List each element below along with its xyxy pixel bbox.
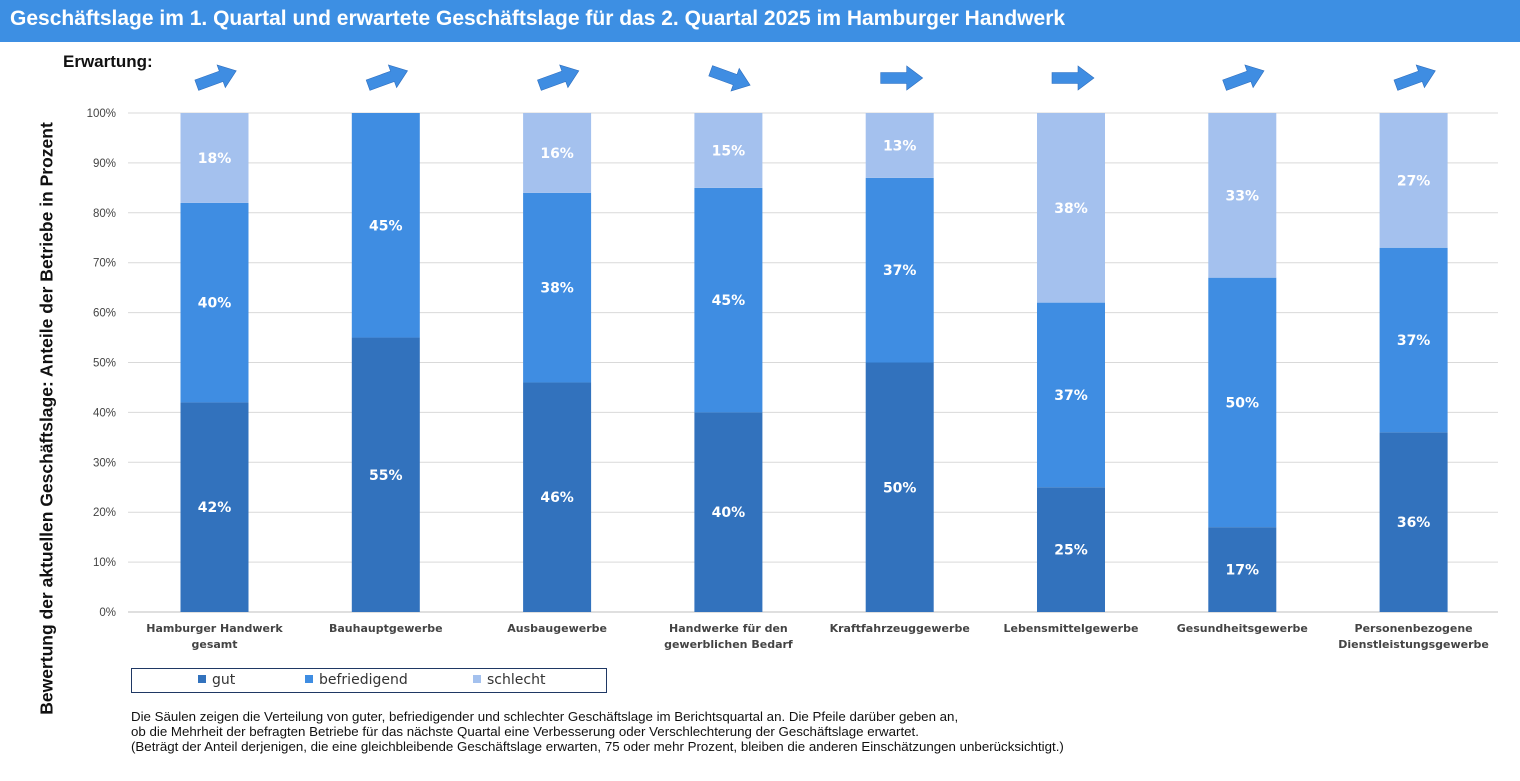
data-label: 55% <box>369 468 403 484</box>
bar-segment-schlecht <box>694 113 763 188</box>
footnote-line: (Beträgt der Anteil derjenigen, die eine… <box>131 739 1064 754</box>
y-tick-label: 30% <box>93 457 116 469</box>
expectation-arrow-flat-icon <box>880 65 924 91</box>
data-label: 40% <box>198 296 232 312</box>
x-tick-label: Bauhauptgewerbe <box>329 622 443 635</box>
data-label: 16% <box>540 146 574 162</box>
bar-segment-befriedigend <box>1208 277 1277 528</box>
bar-segment-befriedigend <box>523 192 592 383</box>
x-tick-label: Gesundheitsgewerbe <box>1177 622 1308 635</box>
bar-segment-schlecht <box>865 113 934 178</box>
x-tick-label: Handwerke für den <box>669 622 788 635</box>
bar-segment-befriedigend <box>351 113 420 338</box>
data-label: 25% <box>1054 543 1088 559</box>
data-label: 40% <box>712 505 746 521</box>
x-tick-label: gesamt <box>191 638 237 651</box>
footnote: Die Säulen zeigen die Verteilung von gut… <box>131 709 1064 754</box>
data-label: 37% <box>1054 388 1088 404</box>
legend-swatch-schlecht <box>473 675 481 683</box>
data-label: 27% <box>1397 173 1431 189</box>
bar-segment-gut <box>351 337 420 612</box>
data-label: 37% <box>1397 333 1431 349</box>
bar-segment-gut <box>523 382 592 612</box>
bar-segment-befriedigend <box>694 187 763 413</box>
data-label: 50% <box>1226 395 1260 411</box>
y-tick-label: 10% <box>93 557 116 569</box>
legend-item-gut: gut <box>198 672 235 688</box>
y-tick-label: 90% <box>93 158 116 170</box>
expectation-arrow-up-icon <box>365 64 409 91</box>
x-tick-label: Ausbaugewerbe <box>507 622 607 635</box>
bar-segment-schlecht <box>180 113 249 203</box>
bar-segment-schlecht <box>1037 113 1105 303</box>
bar-segment-gut <box>694 412 763 612</box>
bar-segment-schlecht <box>1379 113 1448 248</box>
bar-segment-gut <box>1379 432 1448 612</box>
data-label: 50% <box>883 480 917 496</box>
expectation-label: Erwartung: <box>63 52 153 71</box>
legend-swatch-gut <box>198 675 206 683</box>
y-tick-label: 20% <box>93 507 116 519</box>
legend-item-schlecht: schlecht <box>473 672 545 688</box>
data-label: 18% <box>198 151 232 167</box>
data-label: 17% <box>1226 563 1260 579</box>
legend-label-schlecht: schlecht <box>487 672 546 688</box>
data-label: 38% <box>540 281 574 297</box>
chart-title: Geschäftslage im 1. Quartal und erwartet… <box>10 7 1066 30</box>
bar-segment-befriedigend <box>865 177 934 363</box>
x-tick-label: Kraftfahrzeuggewerbe <box>830 622 970 635</box>
y-tick-label: 0% <box>99 607 116 619</box>
data-label: 13% <box>883 138 917 154</box>
data-label: 37% <box>883 263 917 279</box>
y-tick-label: 50% <box>93 358 116 370</box>
expectation-arrow-up-icon <box>1393 64 1436 91</box>
x-tick-label: Hamburger Handwerk <box>146 622 283 635</box>
legend-swatch-befriedigend <box>305 675 313 683</box>
bar-segment-gut <box>1037 487 1105 612</box>
x-tick-label: gewerblichen Bedarf <box>664 638 793 651</box>
bar-segment-befriedigend <box>1379 247 1448 433</box>
data-label: 46% <box>540 490 574 506</box>
x-tick-label: Personenbezogene <box>1355 622 1473 635</box>
y-tick-label: 100% <box>87 108 116 120</box>
expectation-arrow-flat-icon <box>1051 65 1095 91</box>
data-label: 36% <box>1397 515 1431 531</box>
data-label: 38% <box>1054 201 1088 217</box>
data-label: 42% <box>198 500 232 516</box>
y-tick-label: 80% <box>93 208 116 220</box>
legend: gut befriedigend schlecht <box>131 668 607 693</box>
y-tick-label: 40% <box>93 407 116 419</box>
bar-segment-schlecht <box>523 113 592 193</box>
bar-segment-gut <box>865 362 934 612</box>
footnote-line: ob die Mehrheit der befragten Betriebe f… <box>131 724 919 739</box>
y-tick-label: 70% <box>93 258 116 270</box>
x-tick-label: Dienstleistungsgewerbe <box>1338 638 1489 651</box>
expectation-arrow-up-icon <box>194 64 237 91</box>
legend-label-gut: gut <box>212 672 236 688</box>
data-label: 45% <box>712 293 746 309</box>
legend-label-befriedigend: befriedigend <box>319 672 408 688</box>
legend-item-befriedigend: befriedigend <box>305 672 408 688</box>
bar-segment-befriedigend <box>180 202 249 403</box>
expectation-arrow-down-icon <box>708 65 751 92</box>
data-label: 33% <box>1226 188 1260 204</box>
bar-segment-gut <box>180 402 249 612</box>
y-tick-label: 60% <box>93 308 116 320</box>
bar-segment-gut <box>1208 527 1277 612</box>
x-tick-label: Lebensmittelgewerbe <box>1004 622 1139 635</box>
expectation-arrow-up-icon <box>537 64 580 91</box>
bar-segment-befriedigend <box>1037 302 1105 488</box>
bar-segment-schlecht <box>1208 113 1277 278</box>
header-bar: Geschäftslage im 1. Quartal und erwartet… <box>0 0 1520 42</box>
data-label: 45% <box>369 218 403 234</box>
footnote-line: Die Säulen zeigen die Verteilung von gut… <box>131 709 959 724</box>
data-label: 15% <box>712 143 746 159</box>
expectation-arrow-up-icon <box>1222 64 1265 91</box>
